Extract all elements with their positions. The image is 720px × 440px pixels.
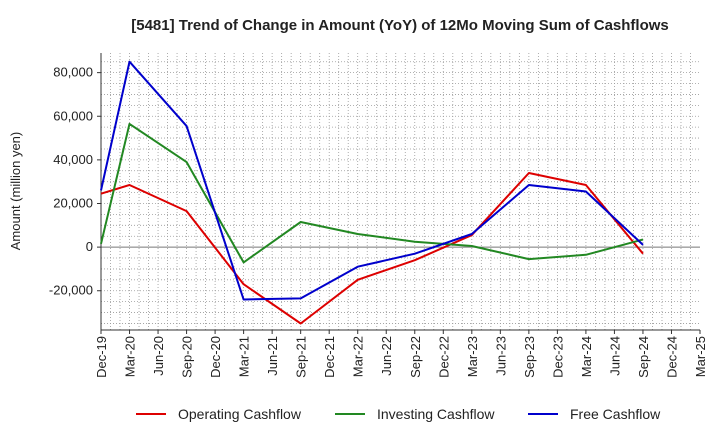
series-line-operating-cashflow [100, 172, 644, 325]
x-tick-label: Sep-20 [180, 336, 195, 378]
x-tick-label: Sep-24 [636, 336, 651, 378]
series-lines [100, 60, 644, 325]
legend-label: Operating Cashflow [178, 406, 302, 422]
y-tick-label: -20,000 [49, 283, 93, 298]
x-tick-label: Dec-21 [322, 336, 337, 378]
x-tick-label: Sep-22 [408, 336, 423, 378]
y-tick-label: 80,000 [53, 65, 93, 80]
x-tick-label: Jun-23 [493, 336, 508, 376]
x-tick-label: Jun-21 [265, 336, 280, 376]
x-tick-label: Mar-22 [351, 336, 366, 377]
y-axis-label: Amount (million yen) [8, 132, 23, 251]
x-tick-label: Jun-22 [379, 336, 394, 376]
legend-label: Free Cashflow [570, 406, 661, 422]
x-tick-label: Jun-24 [607, 336, 622, 376]
x-tick-label: Dec-20 [208, 336, 223, 378]
chart-title: [5481] Trend of Change in Amount (YoY) o… [131, 17, 669, 34]
y-tick-label: 20,000 [53, 195, 93, 210]
axes [100, 53, 700, 331]
x-tick-labels: Dec-19 Mar-20 Jun-20 Sep-20 Dec-20 Mar-21 Jun-… [94, 330, 708, 378]
x-tick-label: Dec-22 [436, 336, 451, 378]
grid-lines [101, 53, 700, 330]
x-tick-label: Mar-20 [123, 336, 138, 377]
legend: Operating Cashflow Investing Cashflow Free… [136, 406, 661, 422]
x-tick-label: Mar-21 [237, 336, 252, 377]
y-tick-label: 60,000 [53, 108, 93, 123]
series-line-free-cashflow [100, 60, 644, 301]
legend-label: Investing Cashflow [377, 406, 495, 422]
x-tick-label: Sep-21 [294, 336, 309, 378]
x-tick-label: Dec-24 [664, 336, 679, 378]
y-tick-label: 0 [86, 239, 93, 254]
y-tick-label: 40,000 [53, 152, 93, 167]
x-tick-label: Mar-25 [693, 336, 708, 377]
x-tick-label: Mar-23 [465, 336, 480, 377]
x-tick-label: Dec-23 [550, 336, 565, 378]
x-tick-label: Dec-19 [94, 336, 109, 378]
x-tick-label: Sep-23 [522, 336, 537, 378]
x-tick-label: Jun-20 [151, 336, 166, 376]
y-tick-labels: -20,000 0 20,000 40,000 60,000 80,000 [49, 65, 101, 298]
x-tick-label: Mar-24 [579, 336, 594, 377]
series-line-investing-cashflow [100, 122, 644, 264]
